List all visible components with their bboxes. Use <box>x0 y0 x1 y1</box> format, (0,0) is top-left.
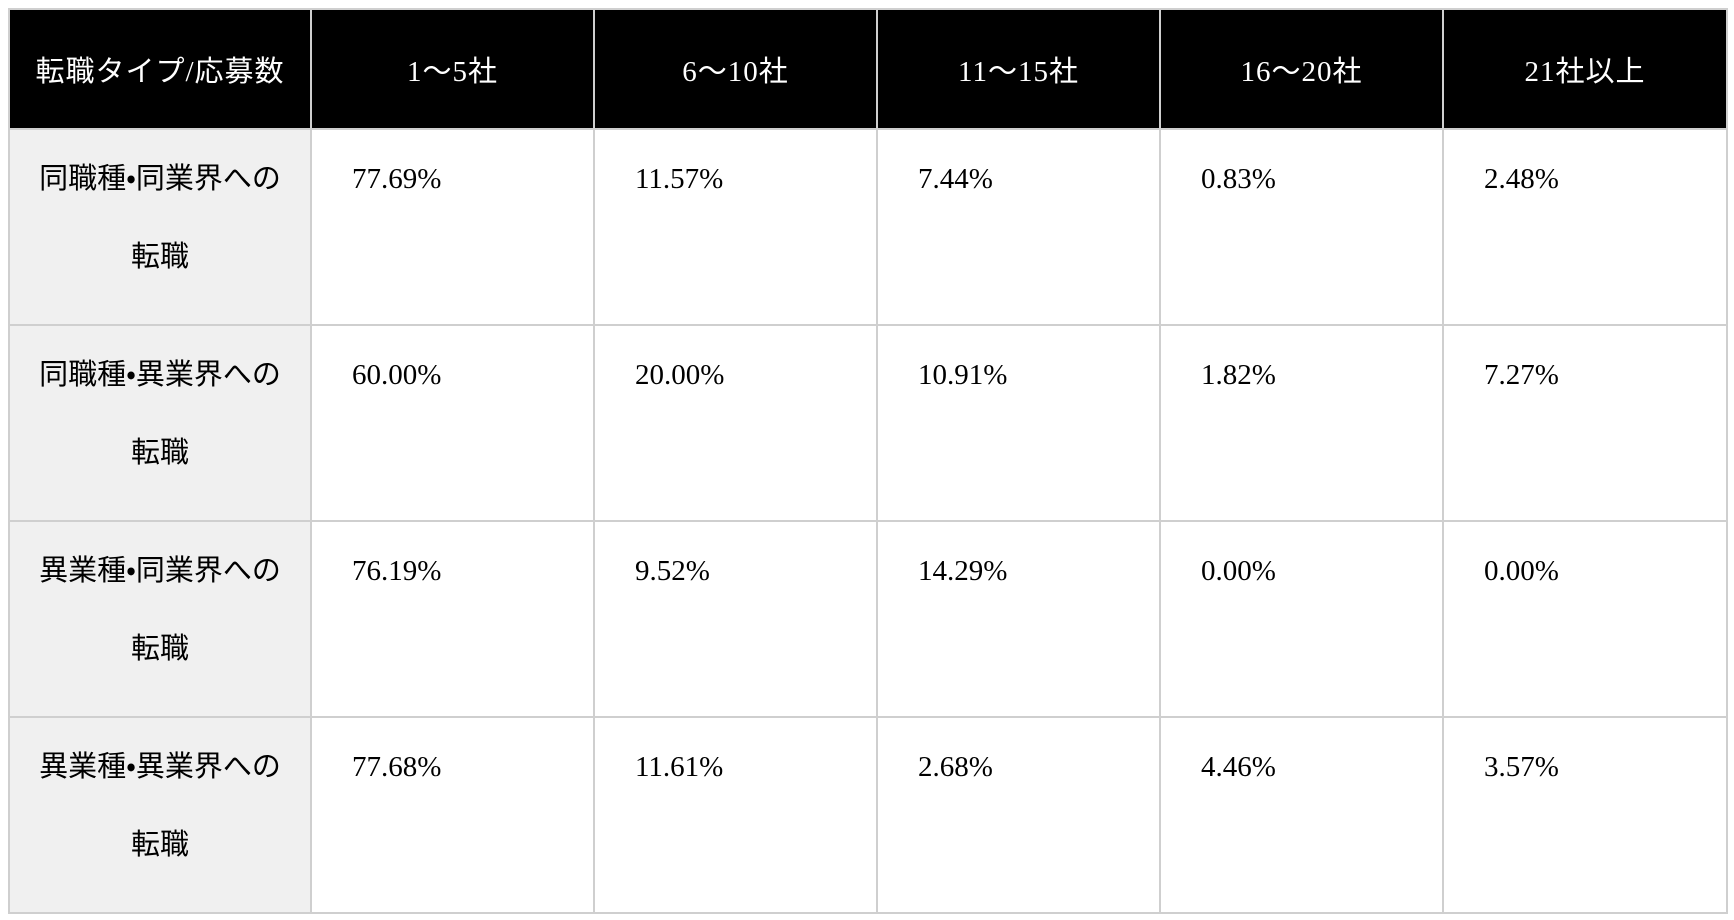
table-row: 同職種・同業界への転職 77.69% 11.57% 7.44% 0.83% 2.… <box>8 128 1728 326</box>
table-cell: 11.57% <box>593 128 878 326</box>
table-cell: 0.00% <box>1159 520 1444 718</box>
application-count-distribution-table: 転職タイプ/応募数 1〜5社 6〜10社 11〜15社 16〜20社 21社以上… <box>8 8 1728 914</box>
table-cell: 0.83% <box>1159 128 1444 326</box>
row-header: 同職種・同業界への転職 <box>8 128 312 326</box>
table-cell: 2.68% <box>876 716 1161 914</box>
table-cell: 4.46% <box>1159 716 1444 914</box>
table-header-row: 転職タイプ/応募数 1〜5社 6〜10社 11〜15社 16〜20社 21社以上 <box>8 8 1728 130</box>
table-row: 同職種・異業界への転職 60.00% 20.00% 10.91% 1.82% 7… <box>8 324 1728 522</box>
column-header-1-5: 1〜5社 <box>310 8 595 130</box>
column-header-6-10: 6〜10社 <box>593 8 878 130</box>
table-cell: 14.29% <box>876 520 1161 718</box>
table-cell: 7.27% <box>1442 324 1728 522</box>
table-cell: 11.61% <box>593 716 878 914</box>
table-row: 異業種・同業界への転職 76.19% 9.52% 14.29% 0.00% 0.… <box>8 520 1728 718</box>
table-cell: 9.52% <box>593 520 878 718</box>
row-header: 異業種・同業界への転職 <box>8 520 312 718</box>
table-cell: 77.69% <box>310 128 595 326</box>
table-cell: 76.19% <box>310 520 595 718</box>
table-cell: 10.91% <box>876 324 1161 522</box>
column-header-16-20: 16〜20社 <box>1159 8 1444 130</box>
column-header-type: 転職タイプ/応募数 <box>8 8 312 130</box>
table-cell: 3.57% <box>1442 716 1728 914</box>
table-cell: 60.00% <box>310 324 595 522</box>
table-cell: 7.44% <box>876 128 1161 326</box>
table-cell: 0.00% <box>1442 520 1728 718</box>
column-header-21plus: 21社以上 <box>1442 8 1728 130</box>
table-cell: 77.68% <box>310 716 595 914</box>
table-cell: 2.48% <box>1442 128 1728 326</box>
column-header-11-15: 11〜15社 <box>876 8 1161 130</box>
row-header: 異業種・異業界への転職 <box>8 716 312 914</box>
table-row: 異業種・異業界への転職 77.68% 11.61% 2.68% 4.46% 3.… <box>8 716 1728 914</box>
table-cell: 1.82% <box>1159 324 1444 522</box>
row-header: 同職種・異業界への転職 <box>8 324 312 522</box>
table-cell: 20.00% <box>593 324 878 522</box>
